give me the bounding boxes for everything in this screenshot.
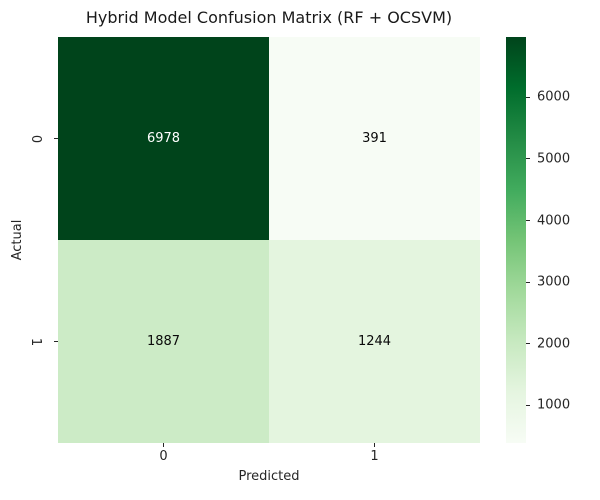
- colorbar-tick-label: 3000: [537, 274, 571, 290]
- heatmap-cell-1-0: 1887: [58, 240, 269, 443]
- y-tick-label: 1: [28, 337, 43, 346]
- y-tick-label: 0: [28, 134, 43, 143]
- colorbar-tick-label: 2000: [537, 336, 571, 352]
- colorbar-tick-label: 4000: [537, 213, 571, 229]
- x-tick-mark: [163, 443, 164, 447]
- colorbar-tick-mark: [526, 96, 530, 98]
- heatmap-cell-0-1: 391: [269, 37, 480, 240]
- y-tick-mark: [54, 341, 58, 342]
- colorbar-tick-label: 5000: [537, 151, 571, 167]
- colorbar-tick-mark: [526, 158, 530, 160]
- y-axis-label: Actual: [10, 219, 25, 261]
- colorbar-tick-mark: [526, 281, 530, 283]
- colorbar-tick-label: 6000: [537, 89, 571, 105]
- x-tick-mark: [374, 443, 375, 447]
- colorbar-tick-mark: [526, 220, 530, 222]
- heatmap-cell-1-1: 1244: [269, 240, 480, 443]
- colorbar-tick-label: 1000: [537, 397, 571, 413]
- x-tick-label: 0: [159, 449, 168, 464]
- heatmap-grid: 6978 391 1887 1244: [58, 37, 480, 443]
- y-tick-mark: [54, 138, 58, 139]
- x-axis-label: Predicted: [238, 469, 300, 484]
- x-tick-label: 1: [370, 449, 379, 464]
- colorbar: [506, 37, 526, 443]
- colorbar-tick-mark: [526, 343, 530, 345]
- heatmap-cell-0-0: 6978: [58, 37, 269, 240]
- colorbar-tick-mark: [526, 404, 530, 406]
- chart-title: Hybrid Model Confusion Matrix (RF + OCSV…: [85, 8, 453, 27]
